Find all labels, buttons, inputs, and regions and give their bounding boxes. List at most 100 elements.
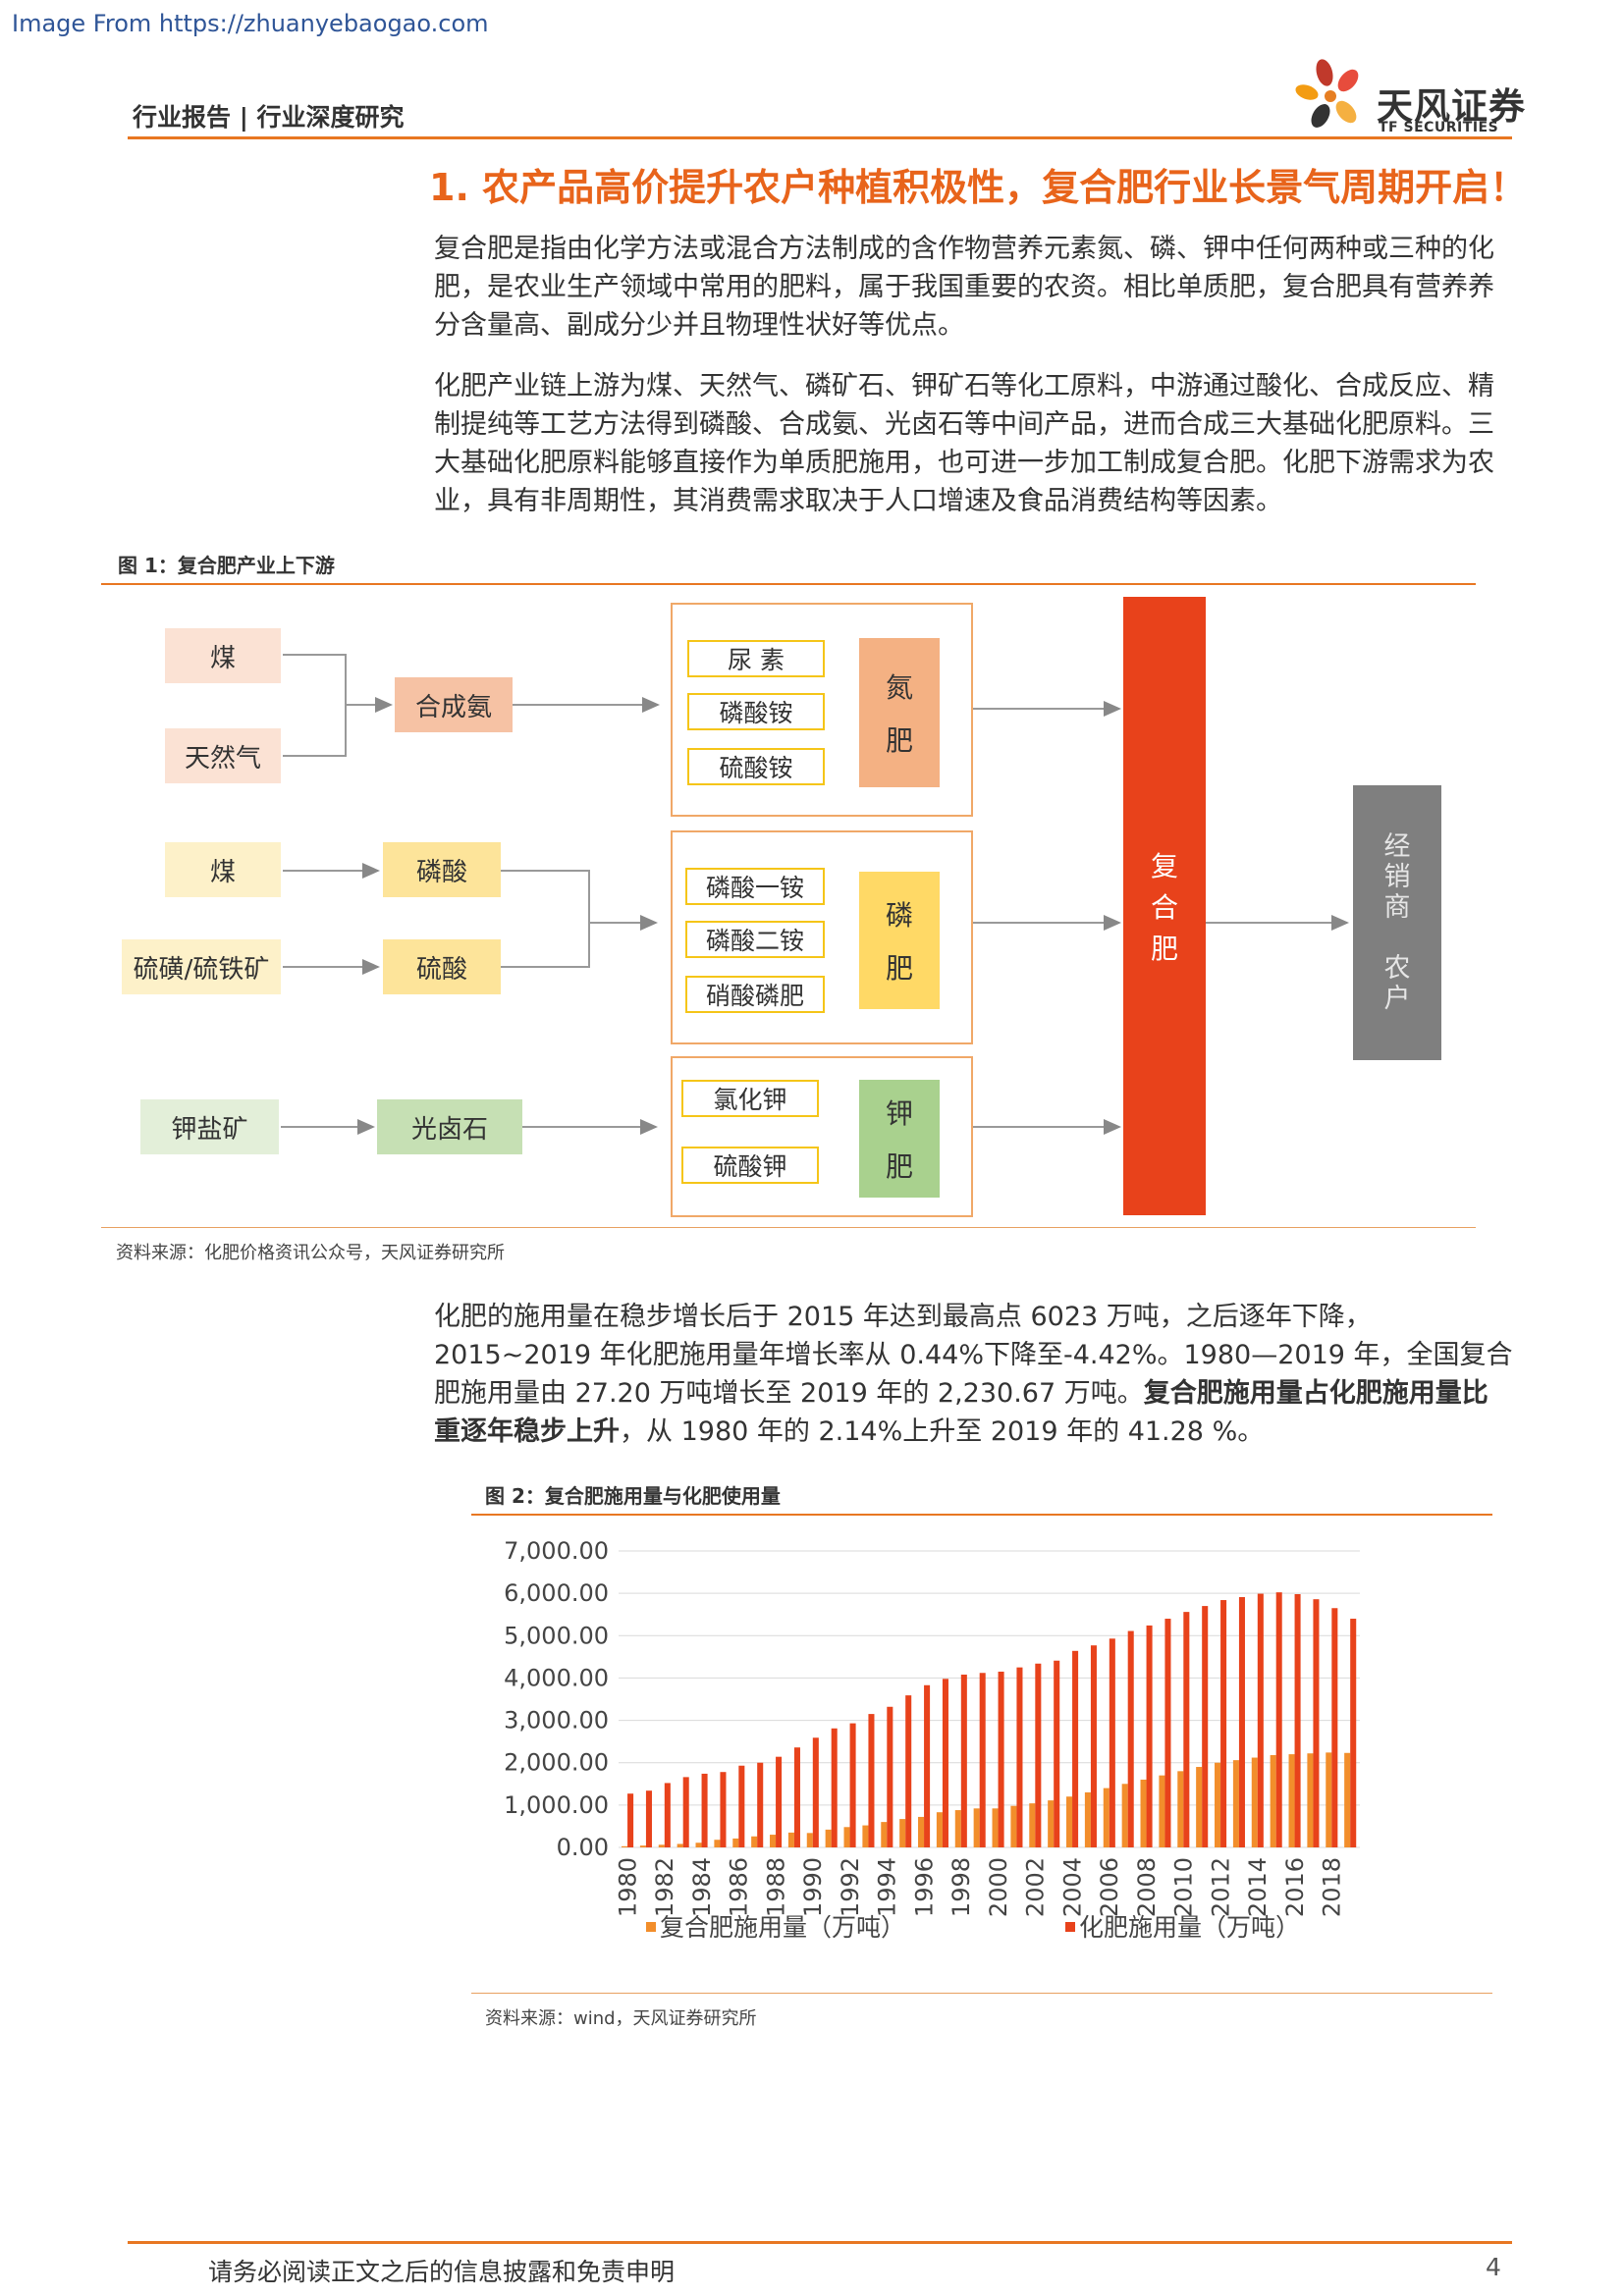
bar-compound-1998 [954, 1810, 961, 1847]
bar-compound-2015 [1270, 1754, 1276, 1847]
paragraph-2: 化肥产业链上游为煤、天然气、磷矿石、钾矿石等化工原料，中游通过酸化、合成反应、精… [434, 367, 1514, 520]
figure2-bottom-rule [471, 1993, 1492, 1994]
x-tick-label: 2008 [1133, 1857, 1161, 1917]
y-tick-label: 0.00 [557, 1834, 609, 1861]
figure1-diagram: 煤 天然气 煤 硫磺/硫铁矿 钾盐矿 合成氨 磷酸 硫酸 光卤石 尿 素 磷酸铵… [122, 597, 1441, 1217]
x-tick-label: 2010 [1170, 1857, 1198, 1917]
bar-total-2012 [1220, 1600, 1227, 1847]
bar-compound-1984 [695, 1842, 702, 1847]
bar-compound-2005 [1084, 1791, 1091, 1847]
figure1-title: 图 1：复合肥产业上下游 [118, 554, 335, 577]
dealer-farmer-box: 经 销 商 农 户 [1353, 785, 1441, 1060]
x-tick-label: 2000 [985, 1857, 1012, 1917]
bar-total-2018 [1331, 1608, 1338, 1847]
paragraph-3: 化肥的施用量在稳步增长后于 2015 年达到最高点 6023 万吨，之后逐年下降… [434, 1298, 1514, 1451]
x-tick-label: 1990 [799, 1857, 827, 1917]
bar-compound-1987 [751, 1836, 758, 1847]
bar-total-1998 [960, 1674, 967, 1847]
diagram-connectors [281, 654, 1349, 1135]
mid-carnallite: 光卤石 [377, 1099, 522, 1154]
bar-compound-2000 [992, 1808, 999, 1847]
bar-total-2013 [1238, 1597, 1245, 1847]
bar-compound-1997 [936, 1812, 943, 1847]
x-tick-label: 1998 [947, 1857, 975, 1917]
bar-compound-1999 [973, 1808, 980, 1847]
bar-total-2004 [1072, 1650, 1079, 1847]
x-tick-label: 1996 [910, 1857, 938, 1917]
x-tick-label: 2014 [1244, 1857, 1272, 1917]
bar-total-2010 [1183, 1612, 1190, 1847]
raw-sulfur: 硫磺/硫铁矿 [122, 939, 281, 994]
bar-total-2014 [1257, 1593, 1264, 1847]
source-link[interactable]: Image From https://zhuanyebaogao.com [12, 10, 489, 37]
farmer-label-2: 户 [1383, 984, 1411, 1014]
farmer-label-1: 农 [1383, 953, 1411, 984]
compound-label-2: 合 [1150, 891, 1178, 924]
y-tick-label: 4,000.00 [504, 1664, 609, 1691]
bar-compound-1993 [862, 1825, 869, 1847]
k-label-1: 钾 [885, 1097, 913, 1130]
figure1-source: 资料来源：化肥价格资讯公众号，天风证券研究所 [116, 1243, 505, 1263]
x-tick-label: 1984 [688, 1857, 716, 1917]
x-tick-label: 2006 [1096, 1857, 1123, 1917]
bar-compound-1985 [714, 1840, 721, 1847]
bar-compound-2019 [1344, 1752, 1351, 1847]
paragraph-1: 复合肥是指由化学方法或混合方法制成的含作物营养元素氮、磷、钾中任何两种或三种的化… [434, 230, 1514, 345]
bar-compound-2004 [1066, 1796, 1073, 1847]
bar-total-1987 [757, 1762, 764, 1847]
paragraph-3-bold: 复合肥施用量占化肥施用量比重逐年稳步上升 [434, 1378, 1489, 1447]
bar-total-1990 [812, 1737, 819, 1847]
bar-total-2017 [1313, 1599, 1320, 1847]
bar-total-2002 [1035, 1663, 1042, 1847]
bar-total-1984 [701, 1773, 708, 1847]
bar-compound-1980 [622, 1845, 628, 1847]
p-item-nitrophosphate: 硝酸磷肥 [685, 976, 825, 1013]
n-label-1: 氮 [885, 671, 913, 704]
bar-total-1983 [682, 1777, 689, 1847]
figure1-top-rule [101, 583, 1476, 585]
paragraph-2-text: 化肥产业链上游为煤、天然气、磷矿石、钾矿石等化工原料，中游通过酸化、合成反应、精… [434, 371, 1494, 516]
p-item-map: 磷酸一铵 [685, 868, 825, 905]
x-tick-label: 1980 [614, 1857, 641, 1917]
x-tick-label: 1982 [651, 1857, 678, 1917]
bar-compound-1983 [677, 1843, 683, 1847]
bar-compound-1988 [770, 1835, 777, 1847]
x-tick-label: 1994 [874, 1857, 901, 1917]
n-item-ammonium-sulfate: 硫酸铵 [687, 748, 825, 785]
compound-label-1: 复 [1150, 850, 1178, 882]
x-tick-label: 1992 [837, 1857, 864, 1917]
bar-compound-2001 [1010, 1805, 1017, 1847]
logo-name: 天风证券 [1377, 85, 1526, 128]
paragraph-3-tail: ，从 1980 年的 2.14%上升至 2019 年的 41.28 %。 [620, 1416, 1265, 1447]
raw-coal-1: 煤 [165, 628, 281, 683]
bar-total-2003 [1054, 1660, 1060, 1847]
bar-total-1992 [849, 1723, 856, 1847]
bar-total-1981 [645, 1790, 652, 1847]
compound-label-3: 肥 [1150, 933, 1178, 965]
raw-potash-ore: 钾盐矿 [140, 1099, 279, 1154]
legend-swatch [1065, 1922, 1075, 1932]
phosphorus-group [671, 830, 973, 1044]
dealer-label-1: 经 [1383, 831, 1411, 862]
bar-compound-2018 [1326, 1752, 1332, 1847]
bar-total-1995 [905, 1695, 912, 1847]
nitrogen-group [671, 603, 973, 817]
bar-compound-2014 [1251, 1757, 1258, 1847]
bar-compound-2012 [1215, 1762, 1221, 1847]
figure2-source: 资料来源：wind，天风证券研究所 [485, 2008, 757, 2029]
y-tick-label: 6,000.00 [504, 1579, 609, 1607]
bar-total-2001 [1016, 1667, 1023, 1847]
mid-ammonia: 合成氨 [395, 677, 513, 732]
y-tick-label: 3,000.00 [504, 1707, 609, 1735]
paragraph-1-text: 复合肥是指由化学方法或混合方法制成的含作物营养元素氮、磷、钾中任何两种或三种的化… [434, 234, 1494, 341]
bar-total-2015 [1275, 1592, 1282, 1847]
bar-compound-1995 [899, 1819, 906, 1847]
dealer-label-3: 商 [1383, 892, 1411, 923]
page-number: 4 [1486, 2253, 1501, 2281]
bar-compound-1982 [658, 1844, 665, 1847]
y-tick-label: 5,000.00 [504, 1622, 609, 1649]
p-label-1: 磷 [885, 899, 913, 932]
legend-swatch [646, 1922, 656, 1932]
phosphorus-fertilizer-label: 磷 肥 [859, 872, 940, 1009]
legend-label: 复合肥施用量（万吨） [660, 1913, 905, 1942]
